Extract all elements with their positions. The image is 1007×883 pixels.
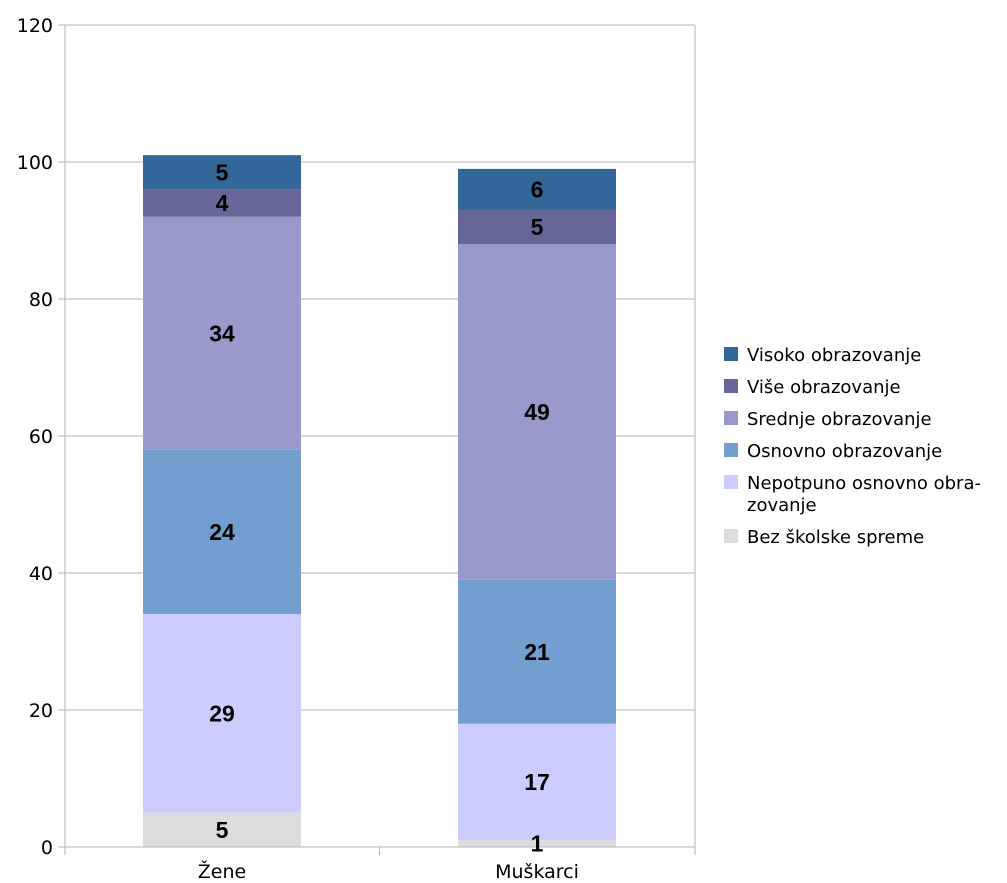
y-tick-label: 40 bbox=[29, 563, 53, 585]
legend-label-line: Više obrazovanje bbox=[747, 377, 901, 398]
legend-label: Osnovno obrazovanje bbox=[747, 441, 942, 462]
y-axis-tick-labels: 0 20 40 60 80 100 120 bbox=[17, 15, 53, 859]
y-tick-label: 60 bbox=[29, 426, 53, 448]
legend-label: Više obrazovanje bbox=[747, 377, 901, 398]
legend-label-line: Srednje obrazovanje bbox=[747, 409, 932, 430]
y-tick-label: 0 bbox=[41, 837, 53, 859]
data-label: 6 bbox=[531, 176, 544, 202]
x-axis-tick-labels: Žene Muškarci bbox=[198, 860, 579, 883]
legend-label-line: Bez školske spreme bbox=[747, 527, 924, 548]
bars bbox=[143, 155, 616, 847]
data-label: 21 bbox=[524, 639, 550, 665]
legend-label: Nepotpuno osnovno obra-zovanje bbox=[747, 473, 981, 516]
data-label: 1 bbox=[531, 831, 544, 857]
legend: Visoko obrazovanje Više obrazovanje Srednj… bbox=[724, 345, 981, 548]
y-tick-label: 80 bbox=[29, 289, 53, 311]
legend-swatch bbox=[724, 529, 738, 543]
legend-swatch bbox=[724, 475, 738, 489]
y-tick-label: 120 bbox=[17, 15, 53, 37]
data-label: 5 bbox=[216, 817, 229, 843]
legend-swatch bbox=[724, 379, 738, 393]
data-label: 49 bbox=[524, 399, 550, 425]
legend-label-line: Visoko obrazovanje bbox=[747, 345, 921, 366]
legend-label-line: zovanje bbox=[747, 495, 817, 516]
data-label: 29 bbox=[209, 700, 235, 726]
data-label: 24 bbox=[209, 519, 235, 545]
legend-label: Bez školske spreme bbox=[747, 527, 924, 548]
legend-label-line: Osnovno obrazovanje bbox=[747, 441, 942, 462]
legend-swatch bbox=[724, 443, 738, 457]
data-label: 4 bbox=[216, 190, 229, 216]
data-label: 17 bbox=[524, 769, 550, 795]
x-tick-label: Žene bbox=[198, 860, 246, 883]
legend-swatch bbox=[724, 347, 738, 361]
legend-label: Srednje obrazovanje bbox=[747, 409, 932, 430]
data-label: 5 bbox=[531, 214, 544, 240]
legend-label: Visoko obrazovanje bbox=[747, 345, 921, 366]
data-label: 34 bbox=[209, 320, 235, 346]
data-label: 5 bbox=[216, 159, 229, 185]
legend-label-line: Nepotpuno osnovno obra- bbox=[747, 473, 981, 494]
x-tick-label: Muškarci bbox=[495, 861, 579, 883]
y-tick-label: 20 bbox=[29, 700, 53, 722]
y-tick-label: 100 bbox=[17, 152, 53, 174]
legend-swatch bbox=[724, 411, 738, 425]
